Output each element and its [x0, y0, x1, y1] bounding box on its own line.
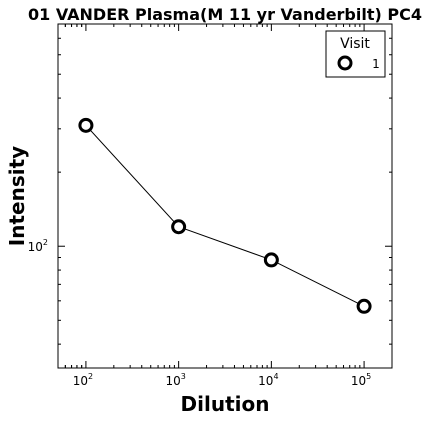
series-layer — [78, 117, 372, 314]
y-tick-label: 102 — [28, 238, 48, 254]
x-tick-exponent: 5 — [366, 372, 371, 381]
legend-box — [325, 30, 386, 78]
x-tick-label: 103 — [165, 372, 185, 388]
data-point — [171, 219, 187, 235]
x-tick-base: 10 — [73, 374, 88, 388]
x-tick-label: 104 — [258, 372, 278, 388]
y-tick-exponent: 2 — [43, 238, 48, 247]
data-point — [78, 117, 94, 133]
legend-title: Visit — [340, 36, 370, 52]
legend-entry-label: 1 — [372, 57, 380, 71]
x-tick-base: 10 — [258, 374, 273, 388]
data-point — [263, 252, 279, 268]
legend-marker — [337, 55, 353, 71]
x-tick-label: 105 — [351, 372, 371, 388]
x-tick-exponent: 3 — [181, 372, 186, 381]
x-tick-base: 10 — [351, 374, 366, 388]
x-tick-exponent: 4 — [273, 372, 278, 381]
chart-title: 01 VANDER Plasma(M 11 yr Vanderbilt) PC4 — [28, 5, 422, 24]
x-tick-base: 10 — [165, 374, 180, 388]
x-tick-exponent: 2 — [88, 372, 93, 381]
y-tick-base: 10 — [28, 240, 43, 254]
legend: Visit 1 — [325, 30, 386, 78]
data-point — [356, 298, 372, 314]
plot-area — [57, 23, 393, 369]
x-tick-label: 102 — [73, 372, 93, 388]
y-axis-label: Intensity — [5, 146, 29, 246]
series-line — [85, 124, 365, 307]
x-axis-label: Dilution — [181, 392, 270, 416]
